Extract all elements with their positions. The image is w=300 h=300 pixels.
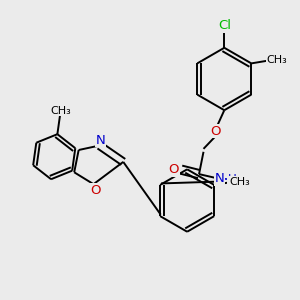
Text: CH₃: CH₃ <box>50 106 71 116</box>
Text: O: O <box>90 184 100 196</box>
Text: N: N <box>96 134 106 147</box>
Text: N: N <box>215 172 225 185</box>
Text: CH₃: CH₃ <box>229 177 250 187</box>
Text: CH₃: CH₃ <box>266 56 287 65</box>
Text: Cl: Cl <box>218 19 231 32</box>
Text: H: H <box>228 173 237 186</box>
Text: O: O <box>210 124 220 137</box>
Text: O: O <box>169 163 179 176</box>
